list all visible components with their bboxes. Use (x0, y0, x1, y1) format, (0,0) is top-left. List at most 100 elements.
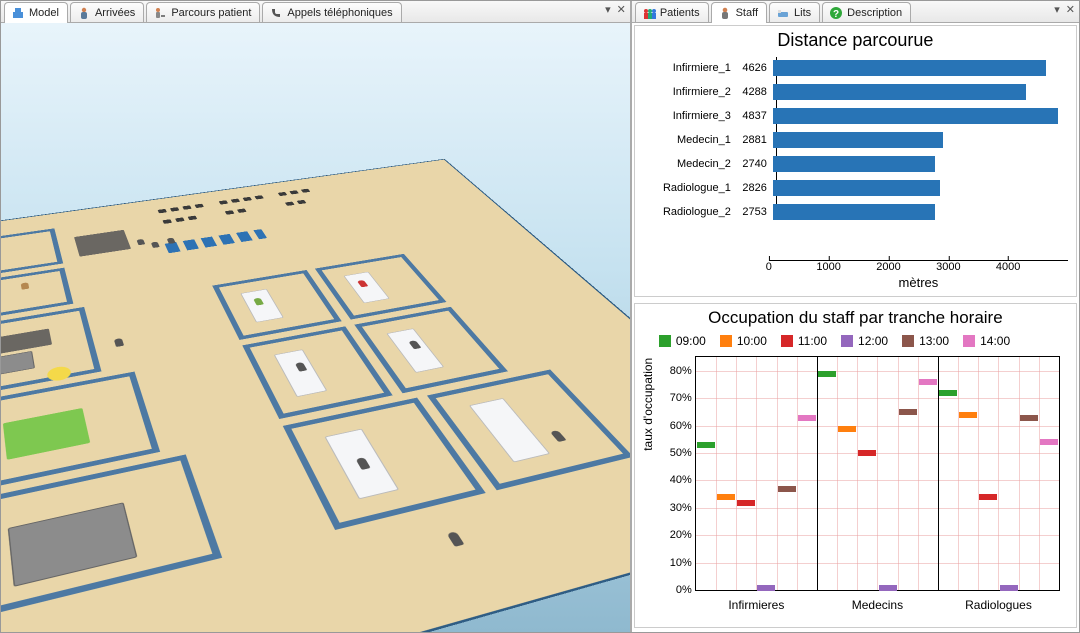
beds-icon (776, 6, 790, 20)
viewport-3d[interactable] (1, 23, 630, 632)
gridline (756, 357, 757, 590)
person (151, 242, 160, 248)
right-tab-controls: ▾ ✕ (1054, 3, 1075, 16)
data-marker (858, 450, 876, 456)
gridline (958, 357, 959, 590)
leglegend-swatch (963, 335, 975, 347)
tab-close-icon[interactable]: ✕ (617, 3, 626, 16)
data-marker (979, 494, 997, 500)
data-marker (737, 500, 755, 506)
chair (182, 205, 191, 209)
phone-icon (269, 6, 283, 20)
svg-text:?: ? (833, 9, 839, 20)
x-tick: 1000 (816, 261, 840, 273)
bar-row: Infirmiere_14626 (643, 57, 1068, 79)
plot-area: taux d'occupation 0%10%20%30%40%50%60%70… (647, 354, 1064, 621)
x-tick: 2000 (876, 261, 900, 273)
legend-item: 10:00 (720, 334, 767, 348)
y-tick: 50% (648, 447, 692, 459)
legend-item: 13:00 (902, 334, 949, 348)
data-marker (919, 379, 937, 385)
gridline (837, 357, 838, 590)
data-marker (1000, 585, 1018, 591)
tab-arrivees[interactable]: Arrivées (70, 2, 144, 22)
tab-label: Description (847, 7, 902, 19)
x-tick: 4000 (996, 261, 1020, 273)
tab-label: Appels téléphoniques (287, 7, 392, 19)
chair (194, 204, 203, 208)
leglegend-swatch (659, 335, 671, 347)
y-tick: 40% (648, 474, 692, 486)
tab-menu-icon[interactable]: ▾ (1054, 3, 1060, 16)
bar-value: 4626 (735, 62, 773, 74)
tab-label: Arrivées (95, 7, 135, 19)
tab-menu-icon[interactable]: ▾ (605, 3, 611, 16)
y-tick: 70% (648, 392, 692, 404)
data-marker (899, 409, 917, 415)
gridline (998, 357, 999, 590)
data-marker (778, 486, 796, 492)
legend-label: 14:00 (980, 334, 1010, 348)
bar-fill (773, 204, 936, 220)
tab-lits[interactable]: Lits (769, 2, 820, 22)
bar-value: 2740 (735, 158, 773, 170)
bar-value: 2826 (735, 182, 773, 194)
data-marker (879, 585, 897, 591)
y-tick: 30% (648, 502, 692, 514)
data-marker (1040, 439, 1058, 445)
legend-label: 11:00 (798, 334, 827, 348)
bar-row: Radiologue_12826 (643, 177, 1068, 199)
x-axis: 40003000200010000 mètres (769, 260, 1068, 296)
gridline (777, 357, 778, 590)
bar-label: Radiologue_1 (643, 182, 735, 194)
tab-patients[interactable]: Patients (635, 2, 709, 22)
patients-icon (642, 6, 656, 20)
chair (243, 197, 253, 201)
x-category-label: Radiologues (965, 598, 1032, 612)
chair (170, 207, 179, 211)
y-tick: 20% (648, 529, 692, 541)
bar-track (773, 60, 1068, 76)
bar-fill (773, 180, 940, 196)
tab-close-icon[interactable]: ✕ (1066, 3, 1075, 16)
staff-panel: Distance parcourue Infirmiere_14626Infir… (632, 23, 1079, 632)
chair (297, 200, 307, 204)
tab-parcours-patient[interactable]: Parcours patient (146, 2, 260, 22)
data-marker (717, 494, 735, 500)
help-icon: ? (829, 6, 843, 20)
staff-icon (718, 6, 732, 20)
tab-staff[interactable]: Staff (711, 2, 767, 23)
bar-value: 4288 (735, 86, 773, 98)
bar-fill (773, 156, 935, 172)
tab-label: Patients (660, 7, 700, 19)
legend-label: 13:00 (919, 334, 949, 348)
bar-label: Medecin_2 (643, 158, 735, 170)
tab-label: Lits (794, 7, 811, 19)
tab-model[interactable]: Model (4, 2, 68, 23)
legend-item: 12:00 (841, 334, 888, 348)
chair (278, 192, 288, 196)
gridline (736, 357, 737, 590)
y-tick: 60% (648, 420, 692, 432)
bar-label: Infirmiere_1 (643, 62, 735, 74)
x-tick: 3000 (936, 261, 960, 273)
left-pane: Model Arrivées Parcours patient Appels t… (1, 1, 632, 632)
tab-description[interactable]: ? Description (822, 2, 911, 22)
x-category-label: Medecins (852, 598, 903, 612)
bar-track (773, 204, 1068, 220)
chair (237, 208, 247, 213)
chair (162, 219, 172, 224)
data-marker (838, 426, 856, 432)
app-root: Model Arrivées Parcours patient Appels t… (0, 0, 1080, 633)
bar-fill (773, 108, 1059, 124)
bar-track (773, 108, 1068, 124)
model-viewport[interactable] (1, 23, 630, 632)
gridline (877, 357, 878, 590)
bar-track (773, 156, 1068, 172)
left-tab-controls: ▾ ✕ (605, 3, 626, 16)
leglegend-swatch (720, 335, 732, 347)
chair (158, 209, 167, 214)
chair (219, 200, 229, 204)
gridline (1019, 357, 1020, 590)
tab-appels[interactable]: Appels téléphoniques (262, 2, 401, 22)
